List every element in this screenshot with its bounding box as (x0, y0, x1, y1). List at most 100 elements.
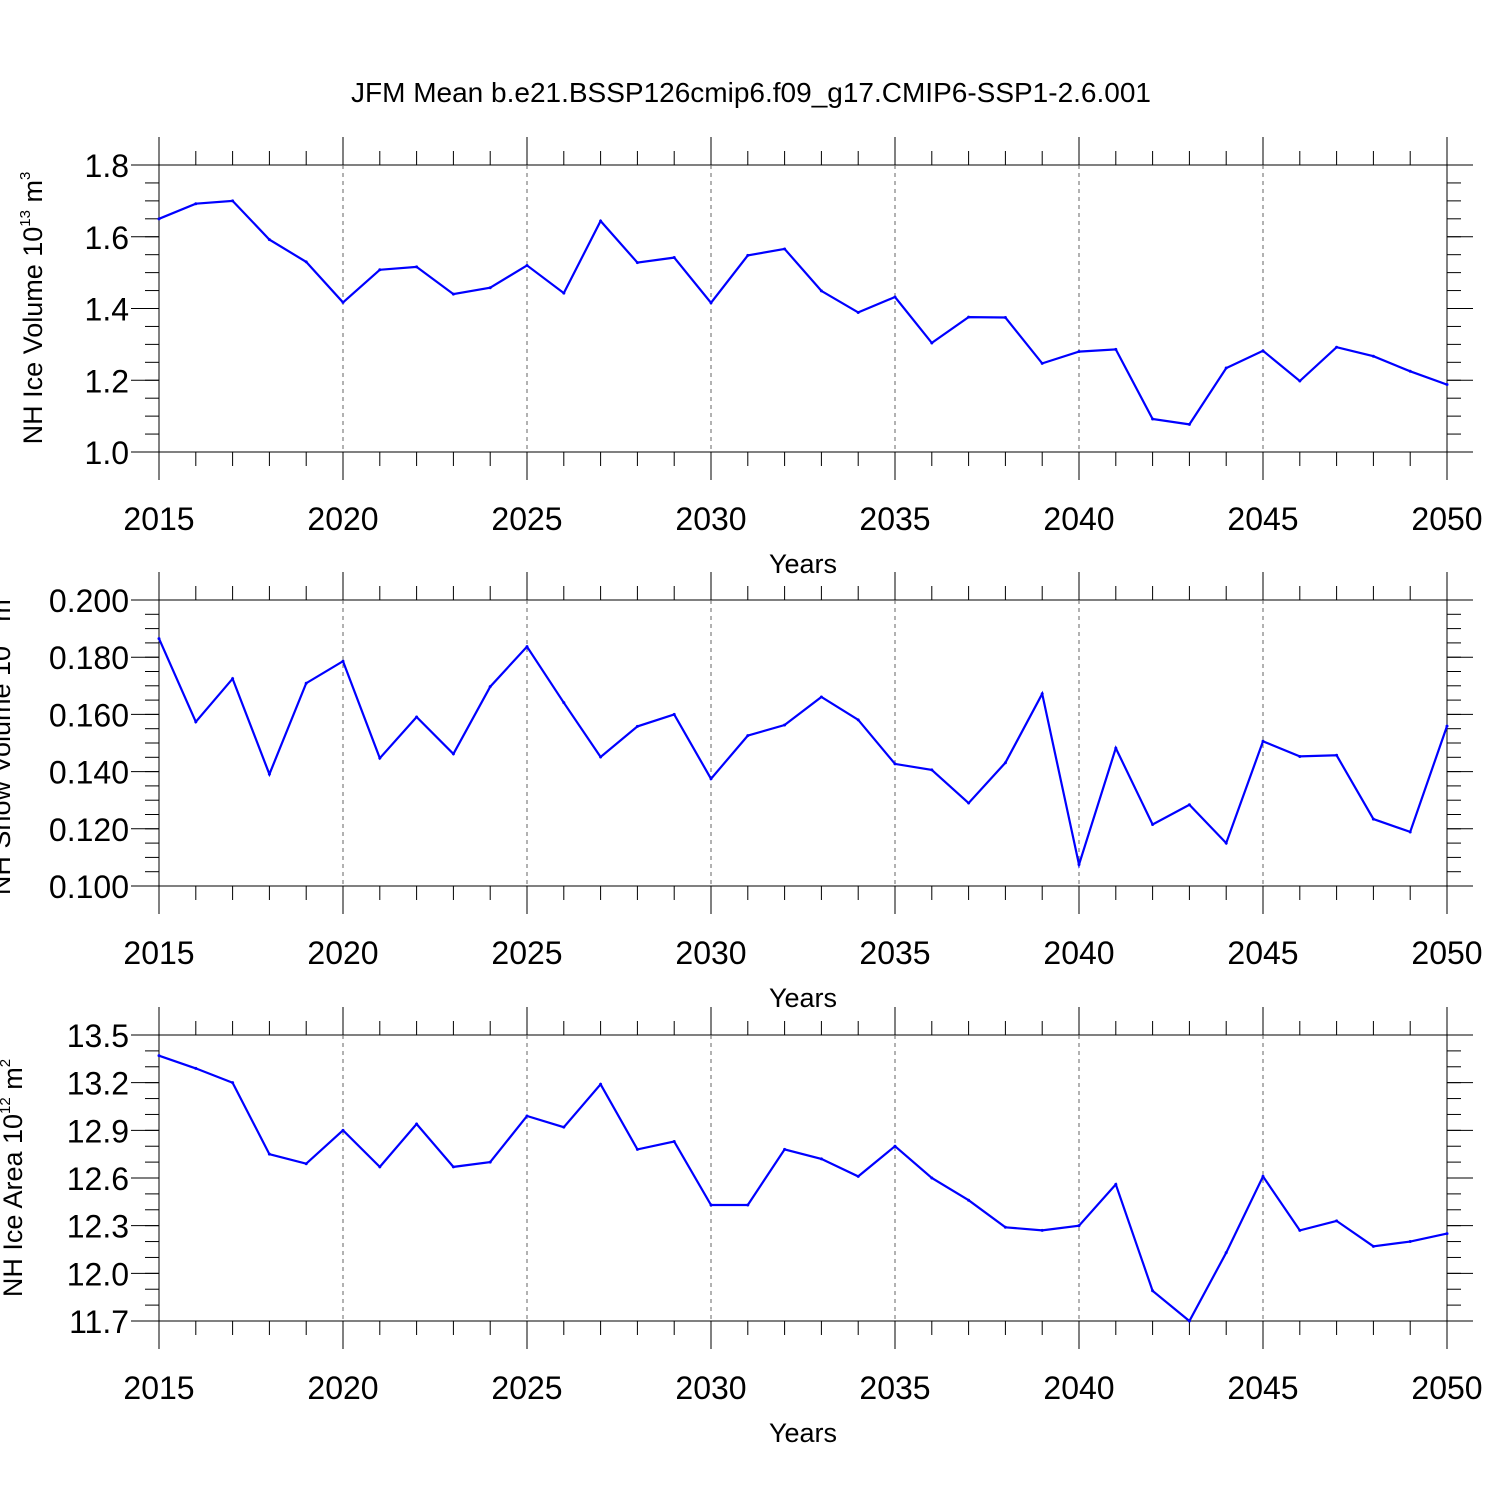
data-point (635, 1147, 639, 1151)
data-point (1298, 379, 1302, 383)
x-tick-label: 2040 (1043, 501, 1114, 537)
x-tick-label: 2025 (491, 501, 562, 537)
data-point (930, 768, 934, 772)
data-point (819, 289, 823, 293)
x-tick-label: 2045 (1227, 935, 1298, 971)
data-point (1003, 761, 1007, 765)
y-tick-label: 0.120 (49, 812, 129, 848)
data-point (1077, 863, 1081, 867)
data-point (930, 341, 934, 345)
data-point (525, 263, 529, 267)
series-line (158, 1054, 1448, 1323)
data-point (1040, 361, 1044, 365)
data-point (599, 219, 603, 223)
y-tick-label: 12.6 (67, 1161, 129, 1197)
data-point (231, 199, 235, 203)
data-point (415, 265, 419, 269)
data-point (1371, 354, 1375, 358)
data-point (304, 260, 308, 264)
y-axis-label: NH Snow Volume 1013 m3 (0, 591, 16, 895)
x-axis-label: Years (769, 983, 837, 1013)
data-point (451, 752, 455, 756)
data-point (893, 295, 897, 299)
y-tick-label: 13.2 (67, 1066, 129, 1102)
data-point (1261, 739, 1265, 743)
data-point (341, 1128, 345, 1132)
data-point (1335, 345, 1339, 349)
data-point (635, 261, 639, 265)
y-tick-label: 0.100 (49, 869, 129, 905)
data-point (783, 723, 787, 727)
data-point (267, 1152, 271, 1156)
data-point (746, 253, 750, 257)
data-point (1224, 1251, 1228, 1255)
series-line (157, 638, 1449, 869)
data-point (635, 724, 639, 728)
data-point (415, 715, 419, 719)
data-point (1408, 369, 1412, 373)
x-tick-label: 2035 (859, 1370, 930, 1406)
data-point (1003, 315, 1007, 319)
data-point (1445, 724, 1449, 728)
data-point (378, 1165, 382, 1169)
data-point (378, 756, 382, 760)
data-point (341, 300, 345, 304)
data-point (746, 1203, 750, 1207)
data-point (194, 202, 198, 206)
x-tick-label: 2020 (307, 501, 378, 537)
data-point (562, 701, 566, 705)
data-point (930, 1176, 934, 1180)
x-tick-label: 2015 (123, 935, 194, 971)
data-point (783, 247, 787, 251)
y-tick-label: 12.9 (67, 1113, 129, 1149)
data-point (1298, 754, 1302, 758)
x-tick-label: 2030 (675, 935, 746, 971)
data-point (1187, 422, 1191, 426)
y-axis-label: NH Ice Volume 1013 m3 (17, 172, 48, 445)
data-point (304, 1162, 308, 1166)
data-point (1408, 830, 1412, 834)
data-point (1114, 347, 1118, 351)
x-tick-label: 2040 (1043, 935, 1114, 971)
data-point (599, 755, 603, 759)
data-point (1408, 1240, 1412, 1244)
data-point (304, 681, 308, 685)
chart-title: JFM Mean b.e21.BSSP126cmip6.f09_g17.CMIP… (351, 77, 1151, 108)
data-point (967, 1198, 971, 1202)
data-point (451, 292, 455, 296)
x-tick-label: 2045 (1227, 1370, 1298, 1406)
y-tick-label: 0.200 (49, 583, 129, 619)
data-point (157, 1054, 161, 1058)
data-point (525, 645, 529, 649)
data-point (1371, 817, 1375, 821)
data-point (672, 1139, 676, 1143)
data-point (893, 1144, 897, 1148)
y-tick-label: 1.8 (85, 148, 129, 184)
data-point (1003, 1225, 1007, 1229)
data-point (1114, 1182, 1118, 1186)
data-point (488, 286, 492, 290)
y-tick-label: 1.4 (85, 292, 129, 328)
x-tick-label: 2050 (1411, 935, 1482, 971)
data-point (341, 659, 345, 663)
data-point (378, 268, 382, 272)
y-tick-label: 12.3 (67, 1209, 129, 1245)
data-point (1151, 417, 1155, 421)
data-point (1261, 1174, 1265, 1178)
x-tick-label: 2050 (1411, 1370, 1482, 1406)
data-point (672, 256, 676, 260)
data-point (1445, 1232, 1449, 1236)
panel-2: 2015 2020 2025 2030 2035 2040 2045 2050 0.100 0.1… (0, 572, 1483, 1013)
data-point (231, 677, 235, 681)
y-tick-label: 11.7 (69, 1304, 129, 1340)
data-point (1040, 1228, 1044, 1232)
data-point (1151, 1289, 1155, 1293)
data-point (415, 1122, 419, 1126)
data-point (967, 801, 971, 805)
data-point (451, 1165, 455, 1169)
data-point (856, 310, 860, 314)
data-point (819, 1157, 823, 1161)
data-point (1040, 692, 1044, 696)
y-tick-label: 1.6 (85, 220, 129, 256)
